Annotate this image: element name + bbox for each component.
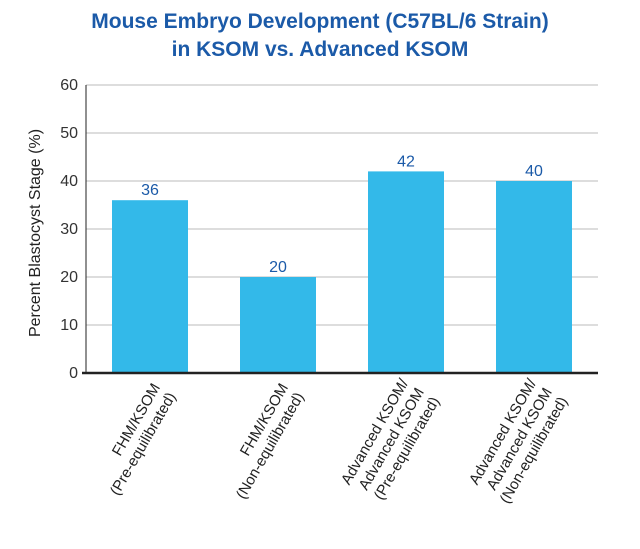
bar-data-label: 20 — [269, 259, 287, 276]
x-category-label: FHM/KSOM(Pre-equilibrated) — [107, 381, 180, 499]
y-tick-label: 20 — [60, 269, 78, 286]
chart-title-line-2: in KSOM vs. Advanced KSOM — [171, 38, 469, 61]
bars — [112, 171, 572, 373]
y-tick-label: 60 — [60, 77, 78, 94]
bar-data-label: 36 — [141, 182, 159, 199]
y-tick-label: 10 — [60, 317, 78, 334]
chart-title: Mouse Embryo Development (C57BL/6 Strain… — [0, 8, 640, 64]
y-tick-label: 0 — [69, 365, 78, 382]
y-axis-label: Percent Blastocyst Stage (%) — [27, 129, 44, 337]
bar-data-label: 40 — [525, 163, 543, 180]
x-category-label: FHM/KSOM(Non-equilibrated) — [233, 381, 308, 502]
bar — [368, 171, 444, 373]
bar — [496, 181, 572, 373]
x-category-label: Advanced KSOM/Advanced KSOM(Pre-equilibr… — [338, 375, 444, 503]
y-tick-label: 40 — [60, 173, 78, 190]
y-tick-label: 30 — [60, 221, 78, 238]
bar — [240, 277, 316, 373]
y-tick-label: 50 — [60, 125, 78, 142]
axes — [82, 85, 598, 375]
chart-title-line-1: Mouse Embryo Development (C57BL/6 Strain… — [91, 10, 549, 33]
bar-data-label: 42 — [397, 153, 415, 170]
x-category-label: Advanced KSOM/Advanced KSOM(Non-equilibr… — [466, 375, 572, 506]
bar — [112, 200, 188, 373]
